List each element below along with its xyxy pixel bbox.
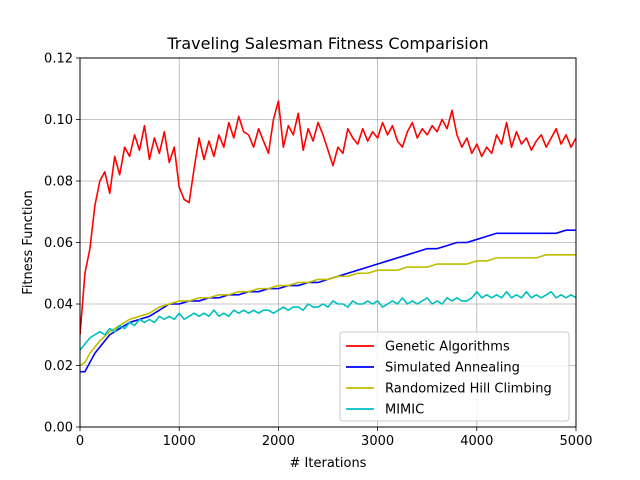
series-line-genetic-algorithms: [80, 100, 576, 335]
y-tick-label: 0.08: [44, 175, 73, 190]
y-tick-label: 0.12: [44, 52, 73, 67]
x-tick-label: 1000: [163, 434, 196, 449]
legend-label-simulated-annealing: Simulated Annealing: [385, 361, 520, 376]
series-line-simulated-annealing: [80, 229, 576, 373]
x-tick-label: 4000: [460, 434, 493, 449]
legend: Genetic Algorithms Simulated Annealing Ran…: [339, 331, 570, 422]
x-axis-label: # Iterations: [290, 456, 367, 471]
x-tick-label: 3000: [361, 434, 394, 449]
y-tick-label: 0.06: [44, 236, 73, 251]
y-tick-label: 0.04: [44, 298, 73, 313]
x-tick-label: 5000: [559, 434, 592, 449]
legend-label-genetic-algorithms: Genetic Algorithms: [385, 340, 510, 355]
y-tick-label: 0.10: [44, 113, 73, 128]
series-line-mimic: [80, 290, 576, 351]
x-tick-label: 0: [76, 434, 84, 449]
legend-label-randomized-hill-climbing: Randomized Hill Climbing: [385, 382, 552, 397]
y-tick-label: 0.00: [44, 421, 73, 436]
y-tick-label: 0.02: [44, 359, 73, 374]
axis-ticks: 0 1000 2000 3000 4000 5000 0.00 0.02 0.04 0.06 0.0…: [44, 52, 593, 450]
legend-box: [339, 331, 570, 422]
series-group: [80, 100, 576, 373]
series-line-randomized-hill-climbing: [80, 254, 576, 367]
chart-title: Traveling Salesman Fitness Comparision: [166, 34, 488, 53]
legend-label-mimic: MIMIC: [385, 403, 424, 418]
x-tick-label: 2000: [262, 434, 295, 449]
y-axis-label: Fitness Function: [21, 190, 36, 294]
